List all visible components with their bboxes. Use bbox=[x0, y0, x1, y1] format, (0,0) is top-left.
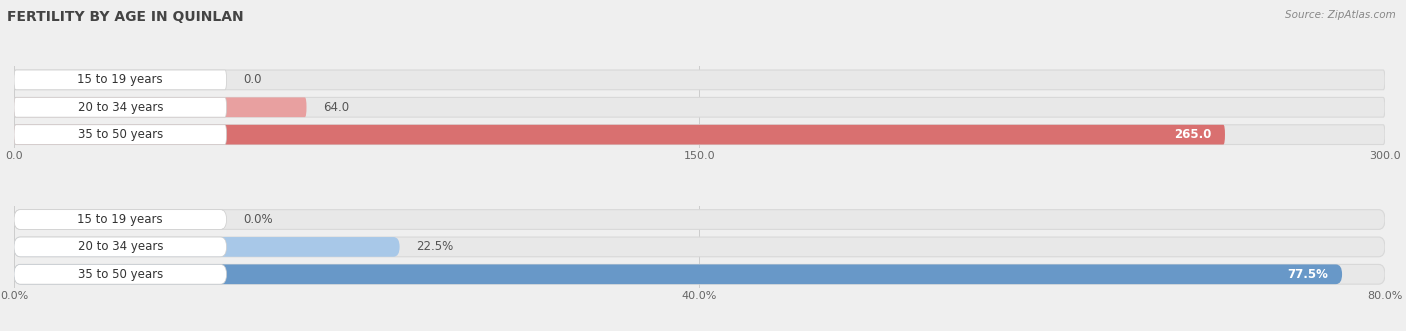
Text: Source: ZipAtlas.com: Source: ZipAtlas.com bbox=[1285, 10, 1396, 20]
Text: 35 to 50 years: 35 to 50 years bbox=[77, 128, 163, 141]
FancyBboxPatch shape bbox=[14, 264, 1343, 284]
Text: 265.0: 265.0 bbox=[1174, 128, 1212, 141]
Text: 20 to 34 years: 20 to 34 years bbox=[77, 240, 163, 254]
Text: 22.5%: 22.5% bbox=[416, 240, 453, 254]
FancyBboxPatch shape bbox=[14, 210, 226, 229]
FancyBboxPatch shape bbox=[14, 264, 1385, 284]
Text: 77.5%: 77.5% bbox=[1288, 268, 1329, 281]
Text: 15 to 19 years: 15 to 19 years bbox=[77, 73, 163, 86]
Text: 0.0%: 0.0% bbox=[243, 213, 273, 226]
FancyBboxPatch shape bbox=[14, 125, 1385, 145]
Text: 0.0: 0.0 bbox=[243, 73, 262, 86]
Text: 15 to 19 years: 15 to 19 years bbox=[77, 213, 163, 226]
FancyBboxPatch shape bbox=[14, 237, 226, 257]
FancyBboxPatch shape bbox=[14, 125, 1225, 145]
Text: 20 to 34 years: 20 to 34 years bbox=[77, 101, 163, 114]
FancyBboxPatch shape bbox=[14, 70, 1385, 90]
FancyBboxPatch shape bbox=[14, 210, 1385, 229]
FancyBboxPatch shape bbox=[14, 237, 399, 257]
FancyBboxPatch shape bbox=[14, 237, 1385, 257]
FancyBboxPatch shape bbox=[14, 125, 226, 145]
FancyBboxPatch shape bbox=[14, 97, 226, 117]
FancyBboxPatch shape bbox=[14, 97, 1385, 117]
Text: 64.0: 64.0 bbox=[323, 101, 349, 114]
FancyBboxPatch shape bbox=[14, 70, 226, 90]
FancyBboxPatch shape bbox=[14, 264, 226, 284]
Text: FERTILITY BY AGE IN QUINLAN: FERTILITY BY AGE IN QUINLAN bbox=[7, 10, 243, 24]
Text: 35 to 50 years: 35 to 50 years bbox=[77, 268, 163, 281]
FancyBboxPatch shape bbox=[14, 97, 307, 117]
